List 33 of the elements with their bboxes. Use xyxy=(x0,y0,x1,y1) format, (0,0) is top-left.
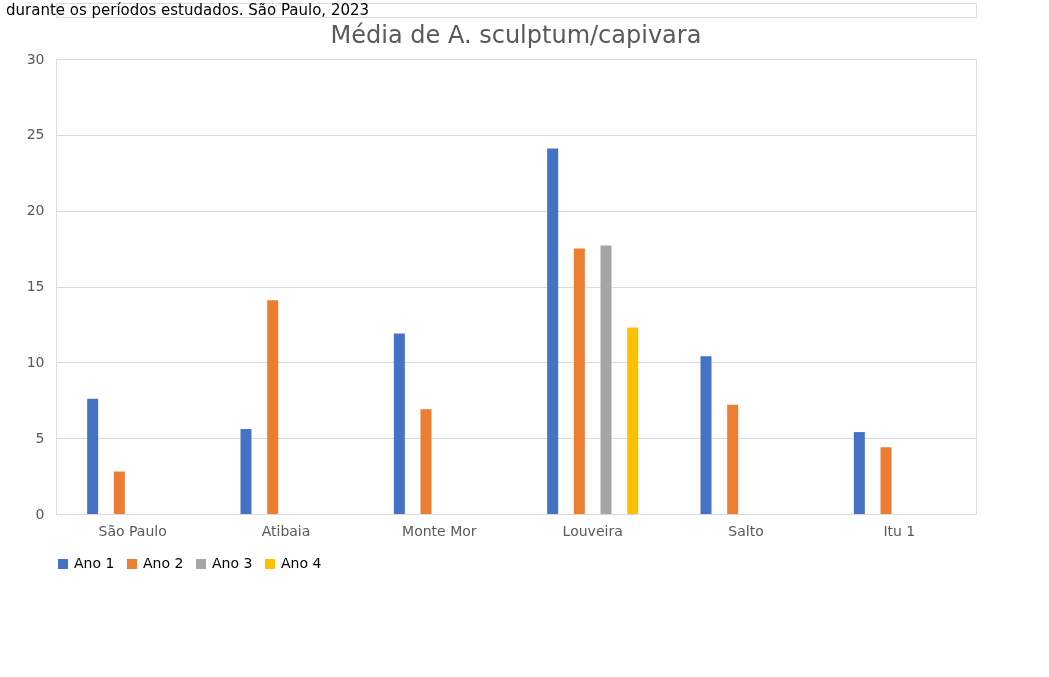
chart-title: Média de A. sculptum/capivara xyxy=(330,21,702,49)
y-tick-label: 30 xyxy=(26,50,45,67)
y-tick-label: 10 xyxy=(26,353,45,370)
x-tick-label: Itu 1 xyxy=(883,522,916,539)
x-tick-label: Louveira xyxy=(562,522,623,539)
legend-label: Ano 4 xyxy=(281,555,322,571)
bar xyxy=(267,300,279,514)
x-tick-label: Monte Mor xyxy=(402,522,477,539)
bar xyxy=(880,447,892,514)
bar xyxy=(600,245,612,514)
y-tick-label: 5 xyxy=(35,429,45,446)
y-tick-label: 15 xyxy=(26,278,45,294)
y-tick-label: 0 xyxy=(35,505,45,522)
bar xyxy=(627,327,639,514)
legend-label: Ano 3 xyxy=(212,555,253,571)
bar xyxy=(727,404,739,514)
y-tick-label: 25 xyxy=(26,126,45,143)
bar xyxy=(573,248,585,514)
bar xyxy=(547,148,559,514)
bar xyxy=(700,356,712,514)
legend-label: Ano 1 xyxy=(74,555,115,571)
x-tick-label: São Paulo xyxy=(98,522,167,539)
text: durante os períodos estudados. São Paulo, 2023 xyxy=(6,1,370,19)
bar xyxy=(420,409,432,514)
bar xyxy=(853,432,865,514)
x-tick-label: Salto xyxy=(728,522,764,539)
legend-label: Ano 2 xyxy=(143,555,184,571)
bar xyxy=(113,471,125,514)
y-tick-label: 20 xyxy=(26,202,45,219)
x-tick-label: Atibaia xyxy=(261,522,311,539)
bar xyxy=(87,398,99,514)
bar xyxy=(393,333,405,514)
bar xyxy=(240,429,252,514)
